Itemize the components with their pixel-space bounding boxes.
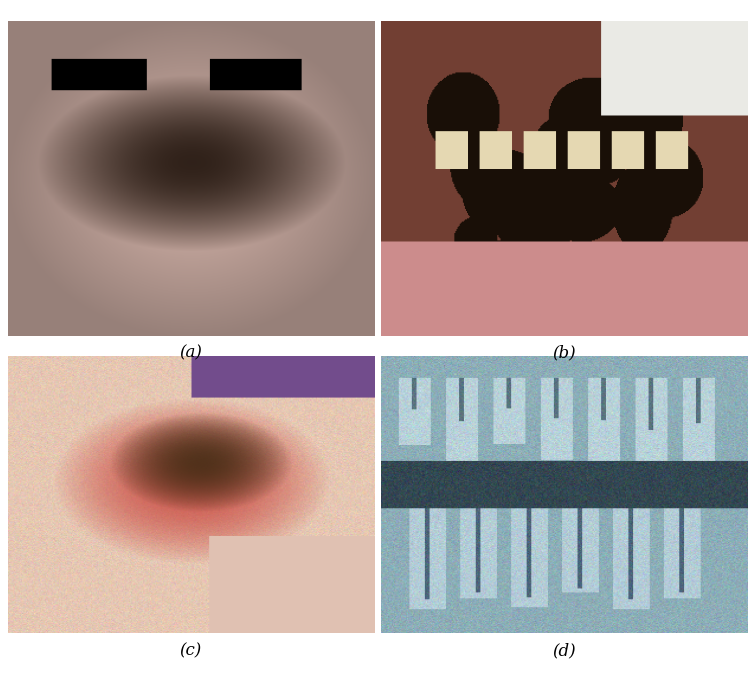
Text: (c): (c) <box>180 642 202 659</box>
Text: (a): (a) <box>179 345 202 361</box>
Text: (b): (b) <box>553 345 576 361</box>
Text: (d): (d) <box>553 642 576 659</box>
